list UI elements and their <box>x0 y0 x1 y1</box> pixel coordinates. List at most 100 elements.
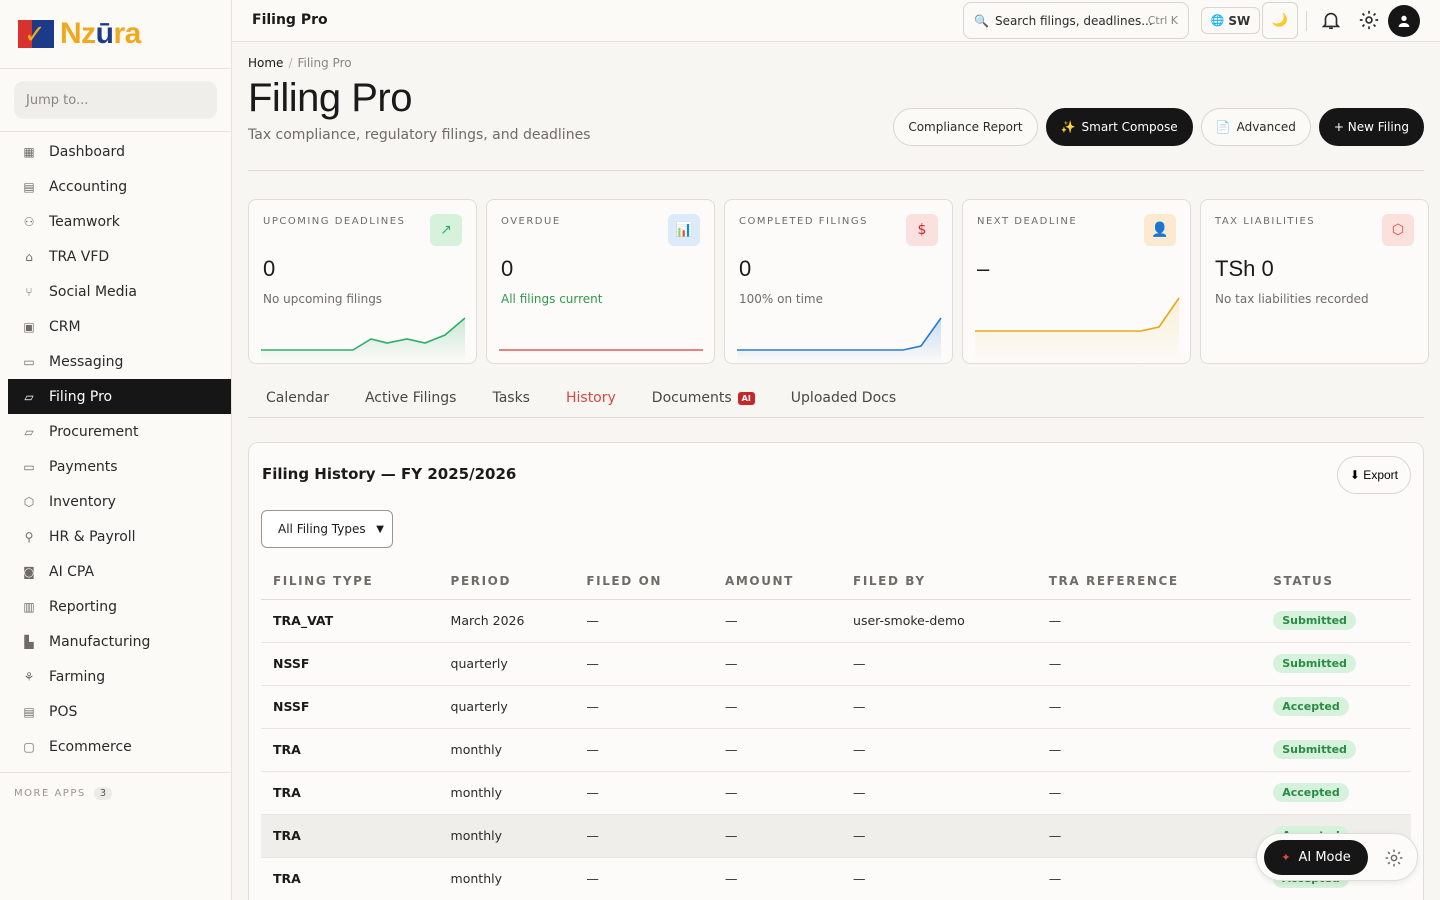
cell-filed-by: — <box>841 642 1037 686</box>
ai-mode-widget: ✦ AI Mode <box>1256 833 1418 881</box>
tab-active-filings[interactable]: Active Filings <box>364 390 457 406</box>
sidebar-item-manufacturing[interactable]: ▙ Manufacturing <box>0 624 231 659</box>
sparkline <box>975 297 1180 363</box>
sidebar-item-label: Teamwork <box>49 213 120 230</box>
cell-period: quarterly <box>438 642 575 686</box>
cell-status: Submitted <box>1261 642 1411 686</box>
sidebar-item-label: Manufacturing <box>49 633 151 650</box>
sidebar-item-ecommerce[interactable]: ▢ Ecommerce <box>0 729 231 764</box>
dollar-icon: $ <box>906 214 938 246</box>
breadcrumb-home[interactable]: Home <box>248 56 284 70</box>
user-icon <box>1398 15 1410 27</box>
card-tax-liabilities[interactable]: TAX LIABILITIES ⬡ TSh 0 No tax liabiliti… <box>1200 199 1429 364</box>
language-button[interactable]: 🌐 SW <box>1201 7 1260 34</box>
sidebar-item-tra-vfd[interactable]: ⌂ TRA VFD <box>0 239 231 274</box>
export-button[interactable]: ⬇ Export <box>1336 456 1411 494</box>
topbar: Filing Pro 🔍 Search filings, deadlines..… <box>232 0 1440 42</box>
cell-period: monthly <box>438 771 575 815</box>
trend-up-icon: ↗ <box>430 214 462 246</box>
cell-filed-by: — <box>841 728 1037 772</box>
theme-toggle-button[interactable]: 🌙 <box>1262 2 1298 39</box>
logo-mark-icon: ✓ <box>18 18 58 50</box>
cell-ref: — <box>1036 728 1262 772</box>
sidebar-item-payments[interactable]: ▭ Payments <box>0 449 231 484</box>
filing-type-select[interactable]: All Filing Types ▼ <box>261 510 393 548</box>
sidebar-item-social-media[interactable]: ⑂ Social Media <box>0 274 231 309</box>
sidebar-item-crm[interactable]: ▣ CRM <box>0 309 231 344</box>
jump-to-input[interactable]: Jump to... <box>14 81 217 119</box>
ai-badge: AI <box>737 391 755 405</box>
ai-mode-button[interactable]: ✦ AI Mode <box>1264 840 1368 875</box>
settings-icon[interactable] <box>1384 848 1404 868</box>
card-value: 0 <box>739 256 752 281</box>
cell-ref: — <box>1036 857 1262 900</box>
logo-text: Nzūra <box>60 17 141 50</box>
cell-amount: — <box>712 857 842 900</box>
sidebar-item-label: Accounting <box>49 178 128 195</box>
tab-tasks[interactable]: Tasks <box>492 390 530 406</box>
cell-amount: — <box>712 685 842 729</box>
cell-amount: — <box>712 728 842 772</box>
sidebar-item-label: AI CPA <box>49 563 95 580</box>
table-row[interactable]: TRA monthly — — — — Submitted <box>261 728 1411 772</box>
sidebar-item-teamwork[interactable]: ⚇ Teamwork <box>0 204 231 239</box>
bell-icon[interactable] <box>1320 9 1342 31</box>
column-header: FILING TYPE <box>261 563 439 600</box>
table-row[interactable]: NSSF quarterly — — — — Submitted <box>261 642 1411 686</box>
smart-compose-button[interactable]: ✨ Smart Compose <box>1045 108 1193 146</box>
sidebar-item-reporting[interactable]: ▥ Reporting <box>0 589 231 624</box>
avatar[interactable] <box>1388 5 1420 37</box>
sidebar-item-procurement[interactable]: ▱ Procurement <box>0 414 231 449</box>
cell-type: TRA <box>261 771 439 815</box>
sidebar-item-filing-pro[interactable]: ▱ Filing Pro <box>8 379 231 414</box>
cell-filed-on: — <box>574 685 713 729</box>
card-upcoming-deadlines[interactable]: UPCOMING DEADLINES ↗ 0 No upcoming filin… <box>248 199 477 364</box>
card-overdue[interactable]: OVERDUE 📊 0 All filings current <box>486 199 715 364</box>
table-row[interactable]: NSSF quarterly — — — — Accepted <box>261 685 1411 729</box>
cell-type: TRA <box>261 814 439 858</box>
page-actions: Compliance Report ✨ Smart Compose 📄 Advanc… <box>893 108 1424 146</box>
sidebar-item-label: Dashboard <box>49 143 125 160</box>
sidebar-item-messaging[interactable]: ▭ Messaging <box>0 344 231 379</box>
sidebar-item-label: Filing Pro <box>49 388 113 405</box>
compliance-report-button[interactable]: Compliance Report <box>893 108 1038 146</box>
document-icon: 📄 <box>1215 120 1231 134</box>
advanced-button[interactable]: 📄 Advanced <box>1200 108 1311 146</box>
new-filing-button[interactable]: + New Filing <box>1318 108 1424 146</box>
table-row[interactable]: TRA_VAT March 2026— — user-smoke-demo — Submi… <box>261 599 1411 643</box>
breadcrumb: Home / Filing Pro <box>248 56 352 70</box>
contact-icon: ▣ <box>23 319 35 334</box>
sidebar-item-dashboard[interactable]: ▦ Dashboard <box>0 134 231 169</box>
tab-calendar[interactable]: Calendar <box>266 390 329 406</box>
robot-icon: ◙ <box>23 564 35 579</box>
sidebar-item-accounting[interactable]: ▤ Accounting <box>0 169 231 204</box>
cell-ref: — <box>1036 771 1262 815</box>
search-input[interactable]: 🔍 Search filings, deadlines... Ctrl K <box>963 2 1189 39</box>
logo[interactable]: ✓ Nzūra <box>0 0 231 69</box>
sidebar-item-hr-payroll[interactable]: ⚲ HR & Payroll <box>0 519 231 554</box>
card-value: – <box>977 256 990 281</box>
tab-documents[interactable]: Documents AI <box>634 378 773 418</box>
sidebar-item-inventory[interactable]: ⬡ Inventory <box>0 484 231 519</box>
tab-uploaded-docs[interactable]: Uploaded Docs <box>790 390 897 406</box>
cell-status: Submitted <box>1261 728 1411 772</box>
cell-period: monthly <box>438 857 575 900</box>
ledger-icon: ▤ <box>23 179 35 194</box>
card-next-deadline[interactable]: NEXT DEADLINE 👤 – <box>962 199 1191 364</box>
tab-history[interactable]: History <box>565 390 616 406</box>
sidebar-item-ai-cpa[interactable]: ◙ AI CPA <box>0 554 231 589</box>
sparkles-icon: ✨ <box>1060 120 1076 134</box>
gear-icon[interactable] <box>1358 9 1380 31</box>
sidebar-item-farming[interactable]: ⚘ Farming <box>0 659 231 694</box>
column-header: FILED BY <box>841 563 1037 600</box>
column-header: PERIOD <box>438 563 575 600</box>
card-completed-filings[interactable]: COMPLETED FILINGS $ 0 100% on time <box>724 199 953 364</box>
moon-icon: 🌙 <box>1271 13 1289 28</box>
cell-type: TRA_VAT <box>261 599 439 643</box>
sidebar-item-pos[interactable]: ▤ POS <box>0 694 231 729</box>
status-badge: Submitted <box>1273 611 1356 630</box>
more-apps[interactable]: MORE APPS 3 <box>0 772 231 814</box>
